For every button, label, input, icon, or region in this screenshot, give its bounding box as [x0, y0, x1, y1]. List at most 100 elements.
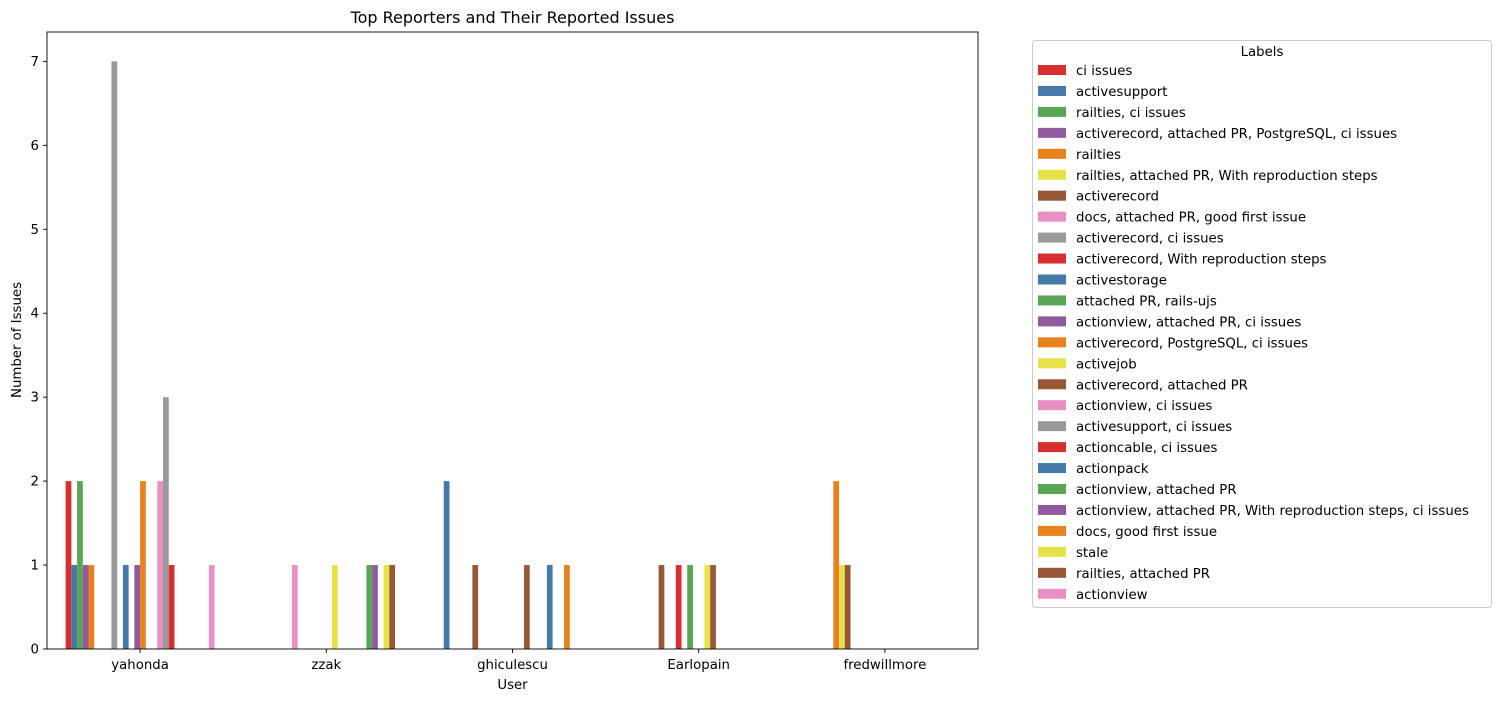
legend-frame: [1032, 40, 1492, 608]
legend-label: activerecord, attached PR: [1076, 378, 1248, 393]
legend-item: actioncable, ci issues: [1038, 441, 1218, 456]
legend-item: activerecord, PostgreSQL, ci issues: [1038, 336, 1308, 351]
legend-swatch: [1038, 127, 1066, 138]
bar: [134, 565, 141, 649]
bar: [208, 565, 215, 649]
bar: [332, 565, 338, 649]
legend-label: activesupport: [1076, 85, 1167, 100]
legend-swatch: [1038, 484, 1066, 494]
legend-swatch: [1038, 379, 1066, 390]
bar: [564, 565, 570, 649]
legend-label: activerecord, attached PR, PostgreSQL, c…: [1076, 127, 1397, 142]
bar: [833, 481, 840, 649]
bar: [443, 481, 450, 649]
legend-label: activerecord, ci issues: [1076, 232, 1224, 247]
legend-item: attached PR, rails-ujs: [1038, 294, 1217, 309]
legend-item: activerecord, attached PR, PostgreSQL, c…: [1038, 127, 1397, 142]
legend-label: ci issues: [1076, 64, 1132, 79]
bar: [710, 565, 716, 649]
legend-item: docs, attached PR, good first issue: [1038, 211, 1306, 226]
legend-swatch: [1038, 211, 1066, 222]
legend-swatch: [1038, 588, 1066, 599]
bar: [163, 397, 169, 649]
bar: [168, 565, 175, 649]
legend-swatch: [1038, 442, 1066, 453]
bar: [77, 481, 83, 649]
legend-swatch: [1038, 400, 1066, 411]
bar: [71, 565, 78, 649]
bars-layer: [65, 61, 851, 649]
bar: [844, 565, 851, 649]
bar: [472, 565, 479, 649]
y-tick-label: 1: [31, 559, 39, 574]
legend-label: actionview, attached PR: [1076, 483, 1237, 498]
legend-label: actionview, attached PR, ci issues: [1076, 315, 1301, 330]
legend-swatch: [1038, 421, 1066, 432]
legend-swatch: [1038, 358, 1066, 369]
legend-label: actioncable, ci issues: [1076, 441, 1218, 456]
bar: [704, 565, 711, 649]
legend-label: docs, attached PR, good first issue: [1076, 211, 1306, 226]
legend-label: activesupport, ci issues: [1076, 420, 1232, 435]
y-tick-label: 5: [31, 223, 39, 238]
bar: [658, 565, 665, 649]
bar: [372, 565, 378, 649]
legend-item: activerecord, attached PR: [1038, 378, 1248, 393]
bar: [523, 565, 530, 649]
bar: [383, 565, 390, 649]
legend-item: actionview: [1038, 588, 1148, 603]
y-tick-label: 6: [31, 139, 39, 154]
legend-swatch: [1038, 504, 1066, 515]
legend-item: activerecord, With reproduction steps: [1038, 253, 1327, 268]
y-tick-label: 3: [31, 391, 39, 406]
legend-swatch: [1038, 106, 1066, 117]
legend-item: railties, attached PR: [1038, 567, 1210, 582]
legend-label: railties: [1076, 148, 1121, 163]
legend-label: activestorage: [1076, 274, 1167, 289]
y-tick-label: 7: [31, 55, 39, 70]
bar: [546, 565, 553, 649]
y-axis: 0 1 2 3 4 5 6 7: [31, 55, 47, 658]
legend-item: activerecord: [1038, 190, 1159, 205]
legend-swatch: [1038, 148, 1066, 159]
legend-label: attached PR, rails-ujs: [1076, 294, 1217, 309]
legend-label: stale: [1076, 546, 1108, 561]
legend-item: activesupport: [1038, 85, 1167, 100]
legend-label: activerecord: [1076, 190, 1159, 205]
legend-label: railties, ci issues: [1076, 106, 1186, 121]
y-tick-label: 2: [31, 475, 39, 490]
bar: [111, 61, 118, 649]
legend-label: railties, attached PR, With reproduction…: [1076, 169, 1378, 184]
legend: Labels ci issues activesupport railties, c…: [1032, 40, 1492, 608]
legend-item: docs, good first issue: [1038, 525, 1217, 540]
legend-swatch: [1038, 546, 1066, 557]
legend-swatch: [1038, 232, 1066, 243]
legend-label: activejob: [1076, 357, 1137, 372]
legend-item: actionview, attached PR, With reproducti…: [1038, 504, 1469, 519]
legend-swatch: [1038, 169, 1066, 180]
x-tick-label: ghiculescu: [477, 658, 548, 673]
legend-label: actionview, attached PR, With reproducti…: [1076, 504, 1469, 519]
bar: [389, 565, 396, 649]
legend-item: railties, ci issues: [1038, 106, 1186, 121]
bar: [687, 565, 693, 649]
legend-label: activerecord, PostgreSQL, ci issues: [1076, 336, 1308, 351]
x-axis-label: User: [497, 678, 528, 693]
legend-label: actionview, ci issues: [1076, 399, 1212, 414]
bar: [157, 481, 164, 649]
chart-title: Top Reporters and Their Reported Issues: [350, 8, 675, 27]
bar: [366, 565, 373, 649]
bar: [140, 481, 146, 649]
legend-label: docs, good first issue: [1076, 525, 1217, 540]
legend-swatch: [1038, 525, 1066, 536]
legend-item: railties, attached PR, With reproduction…: [1038, 169, 1378, 184]
legend-swatch: [1038, 295, 1066, 306]
legend-label: actionview: [1076, 588, 1148, 603]
legend-title: Labels: [1241, 45, 1284, 60]
legend-swatch: [1038, 567, 1066, 578]
x-tick-label: fredwillmore: [843, 658, 926, 673]
y-tick-label: 4: [31, 307, 39, 322]
legend-swatch: [1038, 190, 1066, 201]
legend-item: activesupport, ci issues: [1038, 420, 1232, 435]
